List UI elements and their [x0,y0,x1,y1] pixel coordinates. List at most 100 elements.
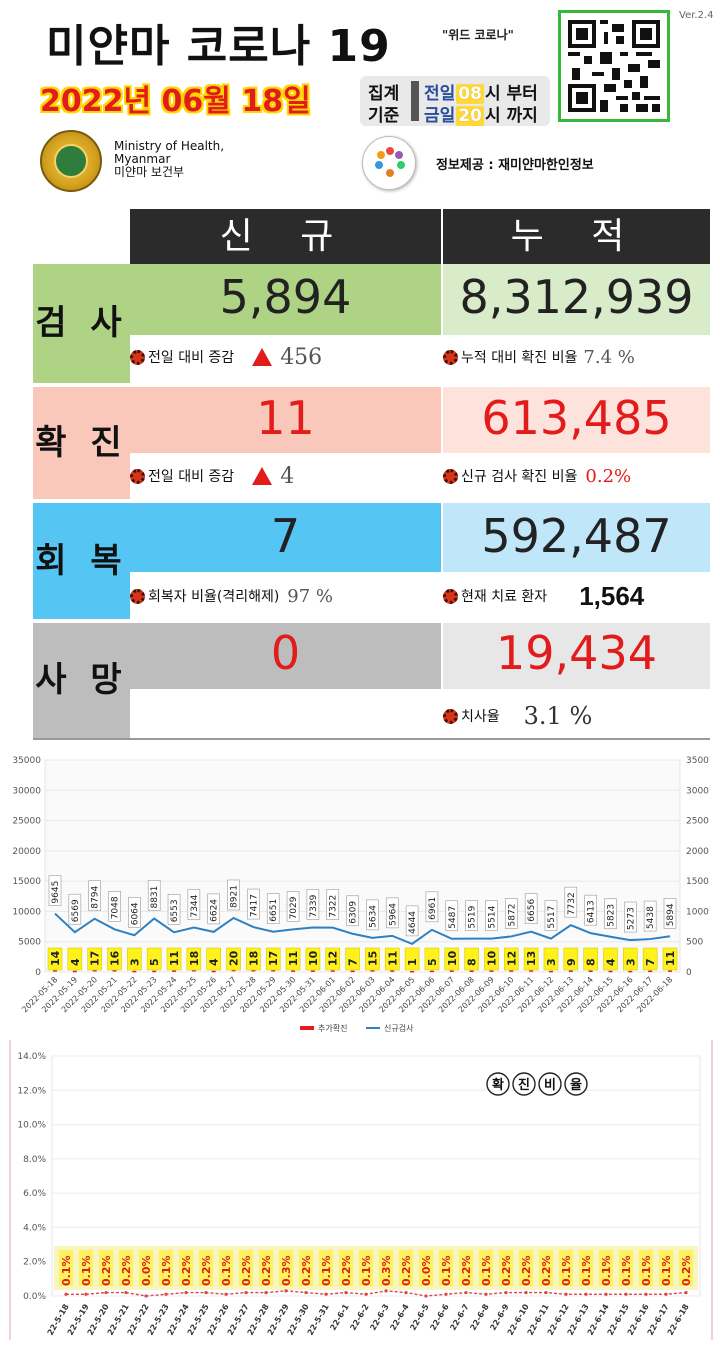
data-label-confirmed: 4 [604,958,617,966]
row-label-confirmed: 확 진 [33,387,130,499]
data-label-tests: 5823 [606,904,616,927]
data-point [504,1290,508,1295]
data-label-positivity: 0.2% [200,1255,213,1286]
data-label-tests: 7339 [309,894,319,917]
data-label-tests: 8831 [150,886,160,909]
ministry-name: Ministry of Health, Myanmar 미얀마 보건부 [114,140,224,179]
bar-confirmed [370,970,375,972]
y-tick-right: 2500 [686,817,709,827]
data-point [124,1290,128,1295]
fatality-rate-label: 치사율 [461,709,500,725]
title-circle [486,1072,510,1096]
title-circle [538,1072,562,1096]
data-label-box [404,947,420,971]
aggregation-period-box: 집계 기준 전일 08 시 부터 금일 20 시 까지 [360,76,550,126]
tests-positivity-label: 누적 대비 확진 비율 [461,350,578,366]
data-label-positivity: 0.2% [120,1255,133,1286]
bar-confirmed [152,970,157,973]
data-label-confirmed: 11 [287,951,300,966]
aggregation-divider [411,81,419,121]
y-tick: 6.0% [23,1189,46,1199]
data-point [364,1292,368,1296]
aggregation-to: 금일 20 시 까지 [424,101,538,126]
tests-positivity-value: 7.4 % [583,346,635,368]
data-label-positivity: 0.1% [320,1255,333,1286]
to-day: 금일 [424,106,456,126]
data-point [464,1290,468,1295]
tests-confirmed-chart: 0 0 5000 500 10000 1000 15000 1500 20000 2000 2500… [0,740,720,1040]
data-label-tests: 5519 [468,905,478,928]
table-bottom-rule [33,738,710,740]
data-label-box [439,1250,453,1286]
data-label-tests: 5273 [626,907,636,930]
confirmed-daily-change-label: 전일 대비 증감 [148,469,235,485]
legend-label-confirmed: 추가확진 [318,1023,347,1033]
fatality-rate-value: 3.1 % [523,702,593,730]
data-label-box [503,947,519,971]
confirmed-new-test-ratio: 신규 검사 확진 비율 0.2% [443,457,710,495]
bar-confirmed [211,970,216,973]
data-point [424,1294,428,1298]
virus-icon [443,708,458,724]
data-label-tests: 7732 [567,892,577,915]
plot-area [44,759,681,973]
data-label-box [87,947,102,971]
tests-daily-change: 전일 대비 증감 456 [130,338,441,376]
data-label-box [166,947,182,971]
data-label-tests: 7417 [249,894,259,917]
data-label-positivity: 0.1% [220,1255,233,1286]
aggregation-label-top: 집계 [368,84,400,104]
data-label-positivity: 0.1% [600,1255,613,1286]
data-label-confirmed: 13 [525,951,538,966]
data-label-box [544,900,558,931]
data-label-box [583,947,598,971]
data-label-positivity: 0.1% [620,1255,633,1286]
legend-label-tests: 신규검사 [384,1023,414,1033]
series-line-positivity [66,1290,687,1297]
bar-confirmed [509,970,514,972]
from-hour: 08 [456,84,484,104]
data-label-confirmed: 14 [49,950,62,966]
data-label-box [564,886,578,918]
data-label-box [643,900,657,932]
data-label-confirmed: 3 [624,958,637,966]
bar-confirmed [191,969,196,972]
data-point [304,1290,308,1295]
bar-confirmed [251,969,256,972]
data-label-confirmed: 11 [664,951,677,966]
confirmed-daily-change: 전일 대비 증감 4 [130,457,441,495]
virus-icon [443,349,458,365]
data-point [224,1292,228,1296]
data-label-box [465,900,478,931]
qr-code[interactable] [558,10,670,122]
bar-confirmed [271,969,276,972]
bar-confirmed [628,970,633,973]
data-label-confirmed: 11 [168,951,181,966]
data-label-tests: 5514 [487,905,497,928]
y-tick-left: 15000 [12,877,41,887]
bar-confirmed [668,970,672,972]
data-source: 정보제공 : 재미얀마한인정보 [436,158,594,173]
data-label-box [99,1250,113,1286]
data-label-box [226,947,241,971]
data-label-confirmed: 20 [228,950,241,966]
data-label-box [359,1250,373,1286]
title-circle [512,1072,536,1096]
page-subtitle: "위드 코로나" [442,28,514,42]
y-tick: 8.0% [23,1155,46,1165]
data-label-tests: 6656 [527,899,537,922]
y-tick-right: 1500 [686,877,709,887]
ministry-logo [40,130,102,192]
data-label-positivity: 0.1% [360,1255,373,1286]
data-label-positivity: 0.0% [420,1255,433,1286]
report-date: 2022년 06월 18일 [40,84,311,119]
active-patients-value: 1,564 [579,580,645,611]
data-label-box [159,1250,173,1286]
bar-confirmed [350,970,355,973]
bar-confirmed [172,970,177,972]
virus-icon [130,468,145,484]
data-label-box [679,1250,693,1286]
data-point [244,1290,248,1295]
bar-confirmed [231,969,236,972]
data-label-confirmed: 15 [366,951,379,966]
